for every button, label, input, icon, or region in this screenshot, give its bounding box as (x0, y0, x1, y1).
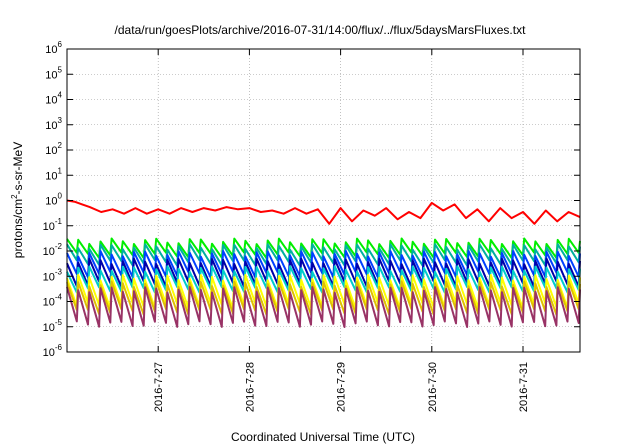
y-tick-label: 101 (45, 166, 62, 182)
x-tick-label: 2016-7-28 (244, 362, 256, 412)
y-tick-label: 104 (45, 91, 62, 107)
series-layer (66, 199, 581, 328)
y-tick-label: 10-2 (43, 242, 63, 258)
chart-title: /data/run/goesPlots/archive/2016-07-31/1… (115, 23, 527, 37)
y-tick-label: 105 (45, 65, 62, 81)
y-tick-label: 100 (45, 192, 62, 208)
y-tick-label: 10-3 (43, 267, 63, 283)
y-tick-label: 10-1 (43, 217, 63, 233)
y-tick-label: 10-4 (43, 293, 63, 309)
x-tick-label: 2016-7-31 (518, 362, 530, 412)
x-tick-label: 2016-7-30 (427, 362, 439, 412)
series-line (66, 199, 581, 225)
x-axis-label: Coordinated Universal Time (UTC) (231, 430, 415, 444)
x-tick-label: 2016-7-27 (153, 362, 165, 412)
y-axis-label: protons/cm2-s-sr-MeV (10, 142, 25, 258)
y-tick-label: 10-6 (43, 343, 63, 359)
series-line (66, 286, 581, 328)
y-tick-label: 106 (45, 40, 62, 56)
ticks: 10-6 10-5 10-4 10-3 10-2 10-1 100 101 102 103 104 1… (43, 40, 580, 412)
y-tick-label: 103 (45, 116, 62, 132)
y-tick-label: 102 (45, 141, 62, 157)
x-tick-label: 2016-7-29 (336, 362, 348, 412)
y-tick-label: 10-5 (43, 318, 63, 334)
